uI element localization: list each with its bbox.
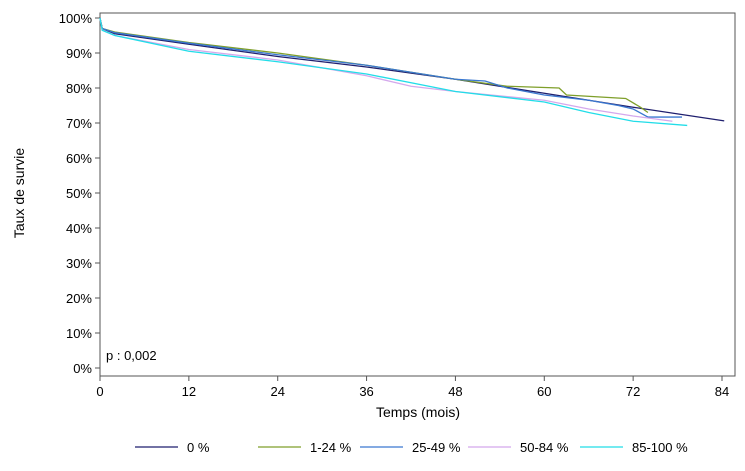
y-tick-label: 90% — [66, 46, 92, 61]
x-tick-label: 72 — [626, 384, 640, 399]
x-tick-label: 12 — [182, 384, 196, 399]
legend: 0 % 1-24 % 25-49 % 50-84 % 85-100 % — [135, 440, 688, 455]
legend-label-4: 85-100 % — [632, 440, 688, 455]
x-tick-label: 36 — [359, 384, 373, 399]
y-tick-label: 30% — [66, 256, 92, 271]
x-tick-label: 48 — [448, 384, 462, 399]
p-value-annotation: p : 0,002 — [106, 348, 157, 363]
y-tick-label: 50% — [66, 186, 92, 201]
y-axis-label: Taux de survie — [11, 148, 27, 238]
y-tick-label: 60% — [66, 151, 92, 166]
series-line-0 — [99, 17, 725, 122]
plot-frame — [99, 12, 736, 377]
legend-label-1: 1-24 % — [310, 440, 352, 455]
x-axis-label: Temps (mois) — [376, 404, 460, 420]
y-tick-label: 100% — [59, 11, 93, 26]
legend-label-2: 25-49 % — [412, 440, 461, 455]
x-tick-label: 84 — [715, 384, 729, 399]
x-tick-label: 0 — [96, 384, 103, 399]
y-tick-label: 40% — [66, 221, 92, 236]
y-tick-label: 70% — [66, 116, 92, 131]
series-line-2 — [99, 17, 683, 118]
legend-label-0: 0 % — [187, 440, 210, 455]
legend-label-3: 50-84 % — [520, 440, 569, 455]
series-line-1 — [99, 17, 649, 114]
x-tick-label: 60 — [537, 384, 551, 399]
y-tick-label: 10% — [66, 326, 92, 341]
y-tick-label: 0% — [73, 361, 92, 376]
x-tick-label: 24 — [270, 384, 284, 399]
y-tick-label: 20% — [66, 291, 92, 306]
y-tick-label: 80% — [66, 81, 92, 96]
series-line-4 — [99, 17, 688, 127]
